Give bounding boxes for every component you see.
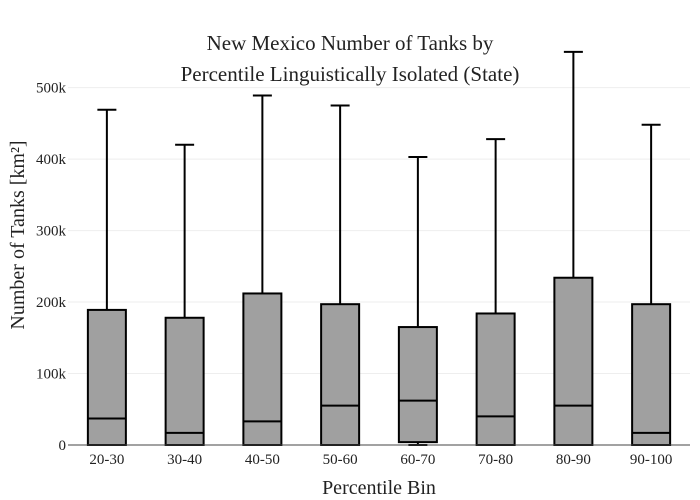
gridlines [68, 87, 690, 375]
boxes [86, 50, 672, 447]
y-axis-label: Number of Tanks [km²] [7, 140, 29, 329]
x-tick-label: 20-30 [89, 452, 124, 468]
iqr-box [631, 303, 672, 447]
x-tick-label: 80-90 [556, 452, 591, 468]
box-50-60 [320, 104, 361, 447]
chart-title-line-1: New Mexico Number of Tanks by [207, 31, 494, 55]
x-tick-label: 50-60 [323, 452, 358, 468]
box-40-50 [242, 94, 283, 447]
x-tick-label: 40-50 [245, 452, 280, 468]
x-tick-label: 60-70 [400, 452, 435, 468]
x-tick-label: 90-100 [630, 452, 673, 468]
box-30-40 [164, 143, 205, 447]
y-tick-label: 400k [36, 152, 67, 168]
iqr-box [397, 326, 438, 444]
y-tick-label: 100k [36, 367, 67, 383]
x-tick-label: 30-40 [167, 452, 202, 468]
iqr-box [475, 312, 516, 447]
box-20-30 [86, 108, 127, 447]
iqr-box [553, 276, 594, 446]
x-tick-label: 70-80 [478, 452, 513, 468]
iqr-box [164, 316, 205, 447]
y-tick-label: 0 [59, 438, 67, 454]
box-60-70 [397, 155, 438, 446]
iqr-box [320, 303, 361, 447]
box-90-100 [631, 123, 672, 447]
x-tick-labels: 20-30 30-40 40-50 50-60 60-70 70-80 80-90 90-10… [89, 452, 672, 468]
x-axis-label: Percentile Bin [322, 477, 436, 499]
y-tick-label: 500k [36, 81, 67, 97]
iqr-box [86, 308, 127, 447]
y-tick-label: 300k [36, 224, 67, 240]
chart-title-line-2: Percentile Linguistically Isolated (Stat… [181, 62, 520, 86]
y-tick-labels: 0 100k 200k 300k 400k 500k [36, 81, 67, 454]
y-tick-label: 200k [36, 295, 67, 311]
box-70-80 [475, 138, 516, 447]
box-80-90 [553, 50, 594, 446]
